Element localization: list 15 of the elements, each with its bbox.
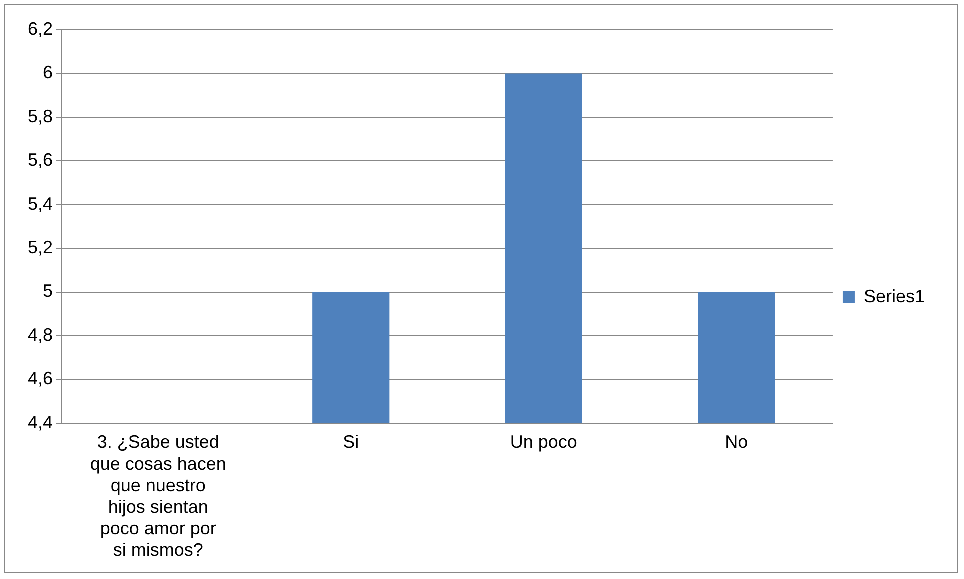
x-tick-label: Un poco <box>510 432 578 452</box>
y-tick-label: 5,4 <box>28 194 54 214</box>
y-tick-label: 5,2 <box>28 238 54 258</box>
y-tick-label: 5,6 <box>28 150 54 170</box>
y-tick-label: 6,2 <box>28 18 54 39</box>
legend-label: Series1 <box>864 286 925 306</box>
x-tick-label: Si <box>343 432 360 452</box>
y-tick-label: 4,4 <box>28 412 54 432</box>
y-tick-label: 6 <box>43 62 54 83</box>
y-tick-label: 4,8 <box>28 324 54 345</box>
y-tick-label: 5,8 <box>28 106 54 126</box>
y-tick-label: 5 <box>43 281 54 302</box>
x-tick-label: 3. ¿Sabe usted que cosas hacen que nuestro hijos sientan poco amor por si mismos? <box>90 432 226 560</box>
x-tick-label: No <box>725 432 748 452</box>
y-tick-label: 4,6 <box>28 368 54 389</box>
